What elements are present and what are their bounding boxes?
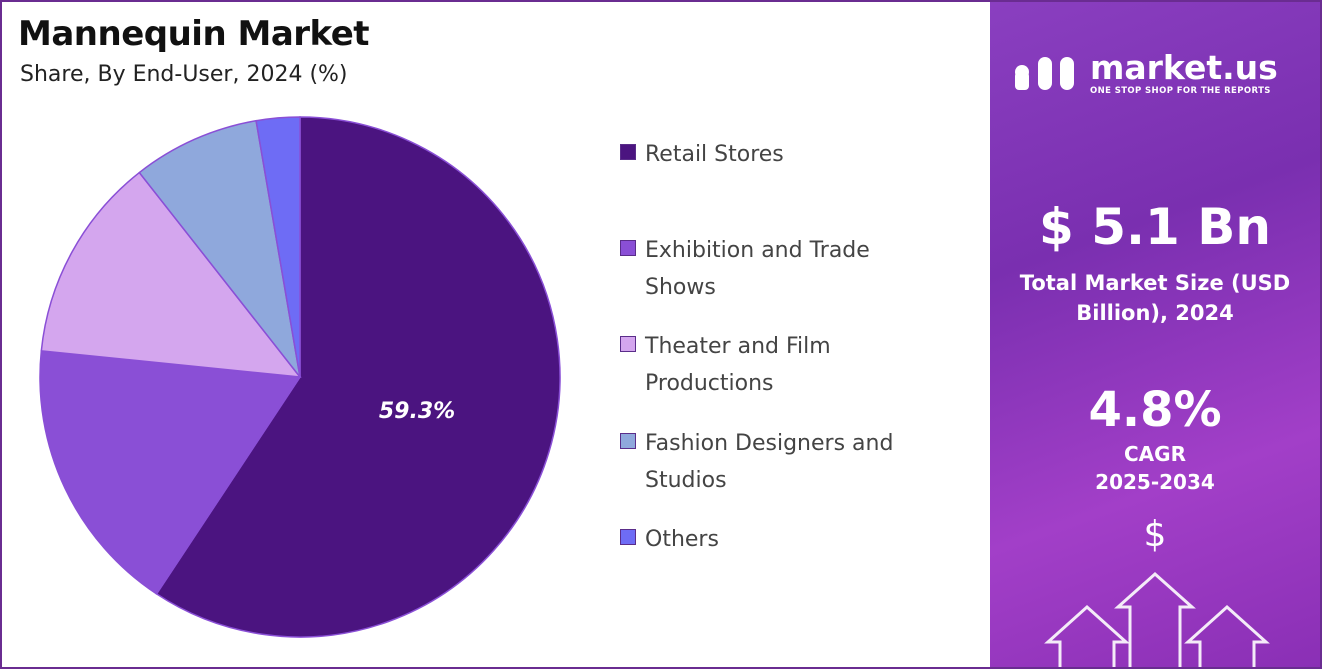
- pie-slice: [40, 171, 302, 378]
- legend-swatch: [620, 433, 636, 449]
- dollar-icon: $: [1143, 514, 1167, 555]
- pie-slice: [138, 119, 301, 378]
- legend-item: Others: [620, 521, 940, 558]
- tagline: ONE STOP SHOP FOR THE REPORTS: [1090, 86, 1271, 96]
- legend-item: Theater and Film Productions: [620, 328, 940, 402]
- legend-label: Theater and Film Productions: [645, 334, 831, 396]
- data-label: 59.3%: [379, 399, 455, 424]
- decoration: [1015, 57, 1270, 667]
- chart-title: Mannequin Market: [18, 14, 370, 54]
- legend-label: Exhibition and Trade Shows: [645, 238, 870, 300]
- legend-swatch: [620, 336, 636, 352]
- legend-swatch: [620, 144, 636, 160]
- legend-label: Retail Stores: [645, 142, 784, 167]
- market-size-label: Total Market Size (USD Billion), 2024: [1019, 271, 1291, 325]
- cagr-period: 2025-2034: [1095, 470, 1215, 494]
- market-size: $ 5.1 Bn: [1039, 198, 1271, 256]
- pie-slice: [39, 350, 302, 595]
- legend-label: Others: [645, 527, 719, 552]
- cagr-value: 4.8%: [1088, 382, 1222, 438]
- pie-slice: [255, 116, 301, 378]
- cagr-label: CAGR: [1124, 442, 1186, 466]
- chart-subtitle: Share, By End-User, 2024 (%): [20, 62, 348, 87]
- sidebar: market.us ONE STOP SHOP FOR THE REPORTS …: [990, 2, 1320, 667]
- legend-label: Fashion Designers and Studios: [645, 431, 894, 493]
- legend-item: Exhibition and Trade Shows: [620, 232, 940, 306]
- legend-item: Retail Stores: [620, 136, 940, 173]
- legend-item: Fashion Designers and Studios: [620, 425, 940, 499]
- legend-swatch: [620, 529, 636, 545]
- pie-slice: [155, 116, 561, 638]
- logo-text: market.us: [1090, 48, 1278, 87]
- pie-chart: 59.3%: [39, 116, 561, 638]
- legend-swatch: [620, 240, 636, 256]
